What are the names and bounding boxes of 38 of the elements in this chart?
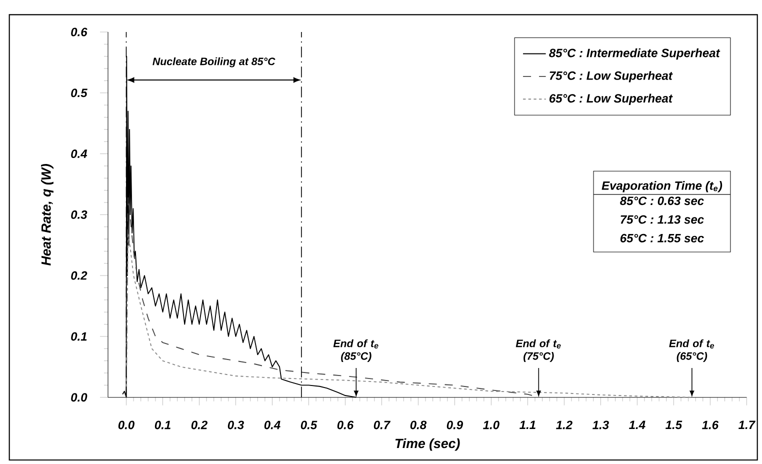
y-tick-label: 0.2 xyxy=(71,271,88,280)
annotation: End of t$_{e}$ (75°C) xyxy=(516,339,561,362)
x-tick-label: 0.0 xyxy=(118,420,134,430)
x-tick-label: 1.2 xyxy=(556,420,572,430)
annotation: Evaporation Time (t$_{e}$) xyxy=(602,181,722,192)
x-tick-label: 0.8 xyxy=(410,420,427,430)
y-tick-label: 0.5 xyxy=(71,88,88,98)
annotation: End of t$_{e}$ (65°C) xyxy=(669,339,714,362)
x-tick-label: 0.6 xyxy=(337,420,354,430)
y-tick-label: 0.0 xyxy=(71,393,88,402)
legend-label: 85°C : Intermediate Superheat xyxy=(549,48,720,60)
x-tick-label: 1.4 xyxy=(629,420,646,429)
y-tick-label: 0.1 xyxy=(71,332,87,341)
y-axis-title: Heat Rate, q (W) xyxy=(41,164,54,266)
x-tick-label: 1.6 xyxy=(702,420,719,430)
annotation: Nucleate Boiling at 85°C xyxy=(152,57,276,68)
legend-label: 75°C : Low Superheat xyxy=(550,71,673,82)
x-tick-label: 0.1 xyxy=(154,420,170,430)
x-tick-label: 1.1 xyxy=(520,420,536,429)
x-tick-label: 0.5 xyxy=(300,420,318,430)
annotation: 85°C : 0.63 sec xyxy=(620,196,704,206)
x-tick-label: 1.7 xyxy=(738,420,756,429)
x-tick-label: 1.0 xyxy=(483,420,500,430)
y-tick-label: 0.4 xyxy=(71,150,88,158)
x-tick-label: 0.2 xyxy=(191,420,208,430)
x-tick-label: 1.3 xyxy=(592,420,609,430)
y-tick-label: 0.6 xyxy=(71,28,88,36)
x-tick-label: 0.7 xyxy=(374,420,391,430)
x-tick-label: 0.9 xyxy=(446,420,464,430)
x-tick-label: 0.3 xyxy=(228,420,244,430)
annotation: 65°C : 1.55 sec xyxy=(620,234,704,242)
y-tick-label: 0.3 xyxy=(71,210,88,219)
annotation: End of t$_{e}$ (85°C) xyxy=(333,339,378,362)
x-tick-label: 0.4 xyxy=(264,420,280,430)
x-axis-title: Time (sec) xyxy=(395,438,460,451)
x-tick-label: 1.5 xyxy=(666,420,682,430)
annotation: 75°C : 1.13 sec xyxy=(620,215,704,224)
legend-label: 65°C : Low Superheat xyxy=(549,94,673,105)
